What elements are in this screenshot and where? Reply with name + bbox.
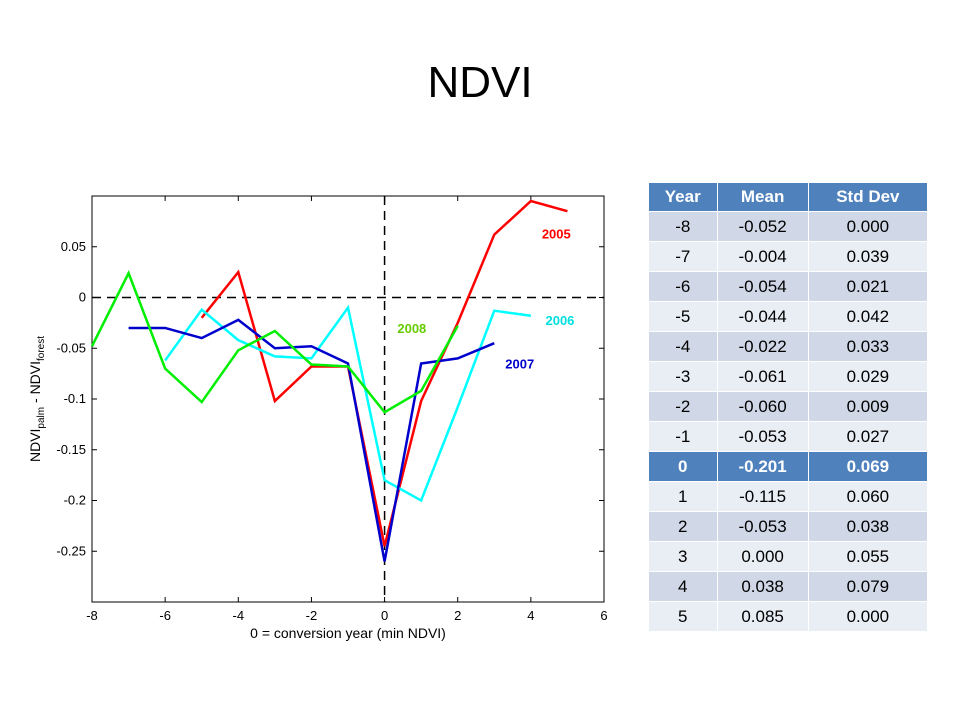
table-row: -1 -0.053 0.027: [648, 421, 929, 452]
table-row: -2 -0.060 0.009: [648, 391, 929, 422]
table-cell: -0.004: [716, 241, 809, 272]
table-row: 1 -0.115 0.060: [648, 481, 929, 512]
table-cell: 0.038: [716, 571, 809, 602]
table-cell: 0.000: [807, 601, 929, 632]
table-row: 0 -0.201 0.069: [648, 451, 929, 482]
table-row: 2 -0.053 0.038: [648, 511, 929, 542]
series-line-2006: [164, 304, 532, 503]
ndvi-line-chart: -8 -6 -4 -2 0 2 4 6 -0.25 -0.2 -0.15 -0.1 -0.05 0 0.05…: [27, 195, 608, 641]
slide-title: NDVI: [427, 58, 533, 107]
table-cell: -0.053: [716, 421, 809, 452]
series-line-2008: [90, 270, 459, 414]
table-cell: -2: [648, 391, 718, 422]
table-cell: 3: [648, 541, 718, 572]
x-tick-label: 2: [454, 608, 461, 623]
table-cell: 0.085: [716, 601, 809, 632]
series-label-2005: 2005: [542, 227, 571, 242]
table-cell: 0.042: [807, 301, 929, 332]
table-header-std-dev: Std Dev: [807, 182, 929, 212]
y-tick-label: -0.15: [56, 442, 86, 457]
table-row: -7 -0.004 0.039: [648, 241, 929, 272]
table-cell: -0.115: [716, 481, 809, 512]
table-cell: 0.029: [807, 361, 929, 392]
x-tick-label: 0: [381, 608, 388, 623]
plot-frame: [91, 195, 605, 603]
table-cell: 0.069: [807, 451, 929, 482]
table-cell: 0.000: [716, 541, 809, 572]
table-cell: -4: [648, 331, 718, 362]
x-tick-label: -2: [306, 608, 318, 623]
table-cell: -7: [648, 241, 718, 272]
table-cell: -5: [648, 301, 718, 332]
table-row: -6 -0.054 0.021: [648, 271, 929, 302]
table-cell: -0.053: [716, 511, 809, 542]
table-cell: -0.201: [716, 451, 809, 482]
series-label-2006: 2006: [545, 313, 574, 328]
table-cell: -0.044: [716, 301, 809, 332]
x-tick-label: 4: [527, 608, 534, 623]
y-tick-label: -0.2: [64, 493, 86, 508]
table-row: -4 -0.022 0.033: [648, 331, 929, 362]
y-tick-label: 0.05: [61, 239, 86, 254]
table-cell: -0.054: [716, 271, 809, 302]
x-tick-label: 6: [600, 608, 607, 623]
table-header-mean: Mean: [716, 182, 809, 212]
table-cell: 0.079: [807, 571, 929, 602]
table-cell: 0.038: [807, 511, 929, 542]
table-cell: 0: [648, 451, 718, 482]
table-cell: -1: [648, 421, 718, 452]
y-tick-label: -0.25: [56, 543, 86, 558]
series-line-2007: [128, 318, 495, 562]
table-cell: 0.009: [807, 391, 929, 422]
ndvi-stats-table: Year Mean Std Dev -8 -0.052 0.000 -7 -0.004 0.0…: [648, 182, 929, 632]
table-row: -5 -0.044 0.042: [648, 301, 929, 332]
table-cell: -0.060: [716, 391, 809, 422]
y-tick-label: -0.1: [64, 391, 86, 406]
table-cell: 0.033: [807, 331, 929, 362]
table-cell: -3: [648, 361, 718, 392]
series-label-2007: 2007: [505, 357, 534, 372]
table-cell: -6: [648, 271, 718, 302]
table-cell: -0.022: [716, 331, 809, 362]
table-header-row: Year Mean Std Dev: [648, 182, 929, 212]
table-cell: 0.060: [807, 481, 929, 512]
table-cell: 0.039: [807, 241, 929, 272]
table-cell: 2: [648, 511, 718, 542]
table-cell: -0.052: [716, 211, 809, 242]
table-cell: 0.021: [807, 271, 929, 302]
table-cell: -0.061: [716, 361, 809, 392]
table-cell: 4: [648, 571, 718, 602]
y-tick-label: 0: [79, 290, 86, 305]
table-row: 4 0.038 0.079: [648, 571, 929, 602]
table-header-year: Year: [648, 182, 718, 212]
table-cell: 5: [648, 601, 718, 632]
y-axis-label: NDVIpalm - NDVIforest: [27, 336, 47, 462]
table-row: -8 -0.052 0.000: [648, 211, 929, 242]
series-line-2005: [200, 199, 568, 547]
table-cell: 0.000: [807, 211, 929, 242]
x-tick-label: -6: [159, 608, 171, 623]
x-tick-label: -8: [86, 608, 98, 623]
table-row: -3 -0.061 0.029: [648, 361, 929, 392]
table-cell: 1: [648, 481, 718, 512]
table-row: 5 0.085 0.000: [648, 601, 929, 632]
table-cell: 0.055: [807, 541, 929, 572]
x-axis-label: 0 = conversion year (min NDVI): [250, 625, 446, 641]
y-tick-label: -0.05: [56, 340, 86, 355]
series-label-2008: 2008: [397, 321, 426, 336]
x-tick-label: -4: [233, 608, 245, 623]
table-row: 3 0.000 0.055: [648, 541, 929, 572]
table-cell: 0.027: [807, 421, 929, 452]
table-cell: -8: [648, 211, 718, 242]
